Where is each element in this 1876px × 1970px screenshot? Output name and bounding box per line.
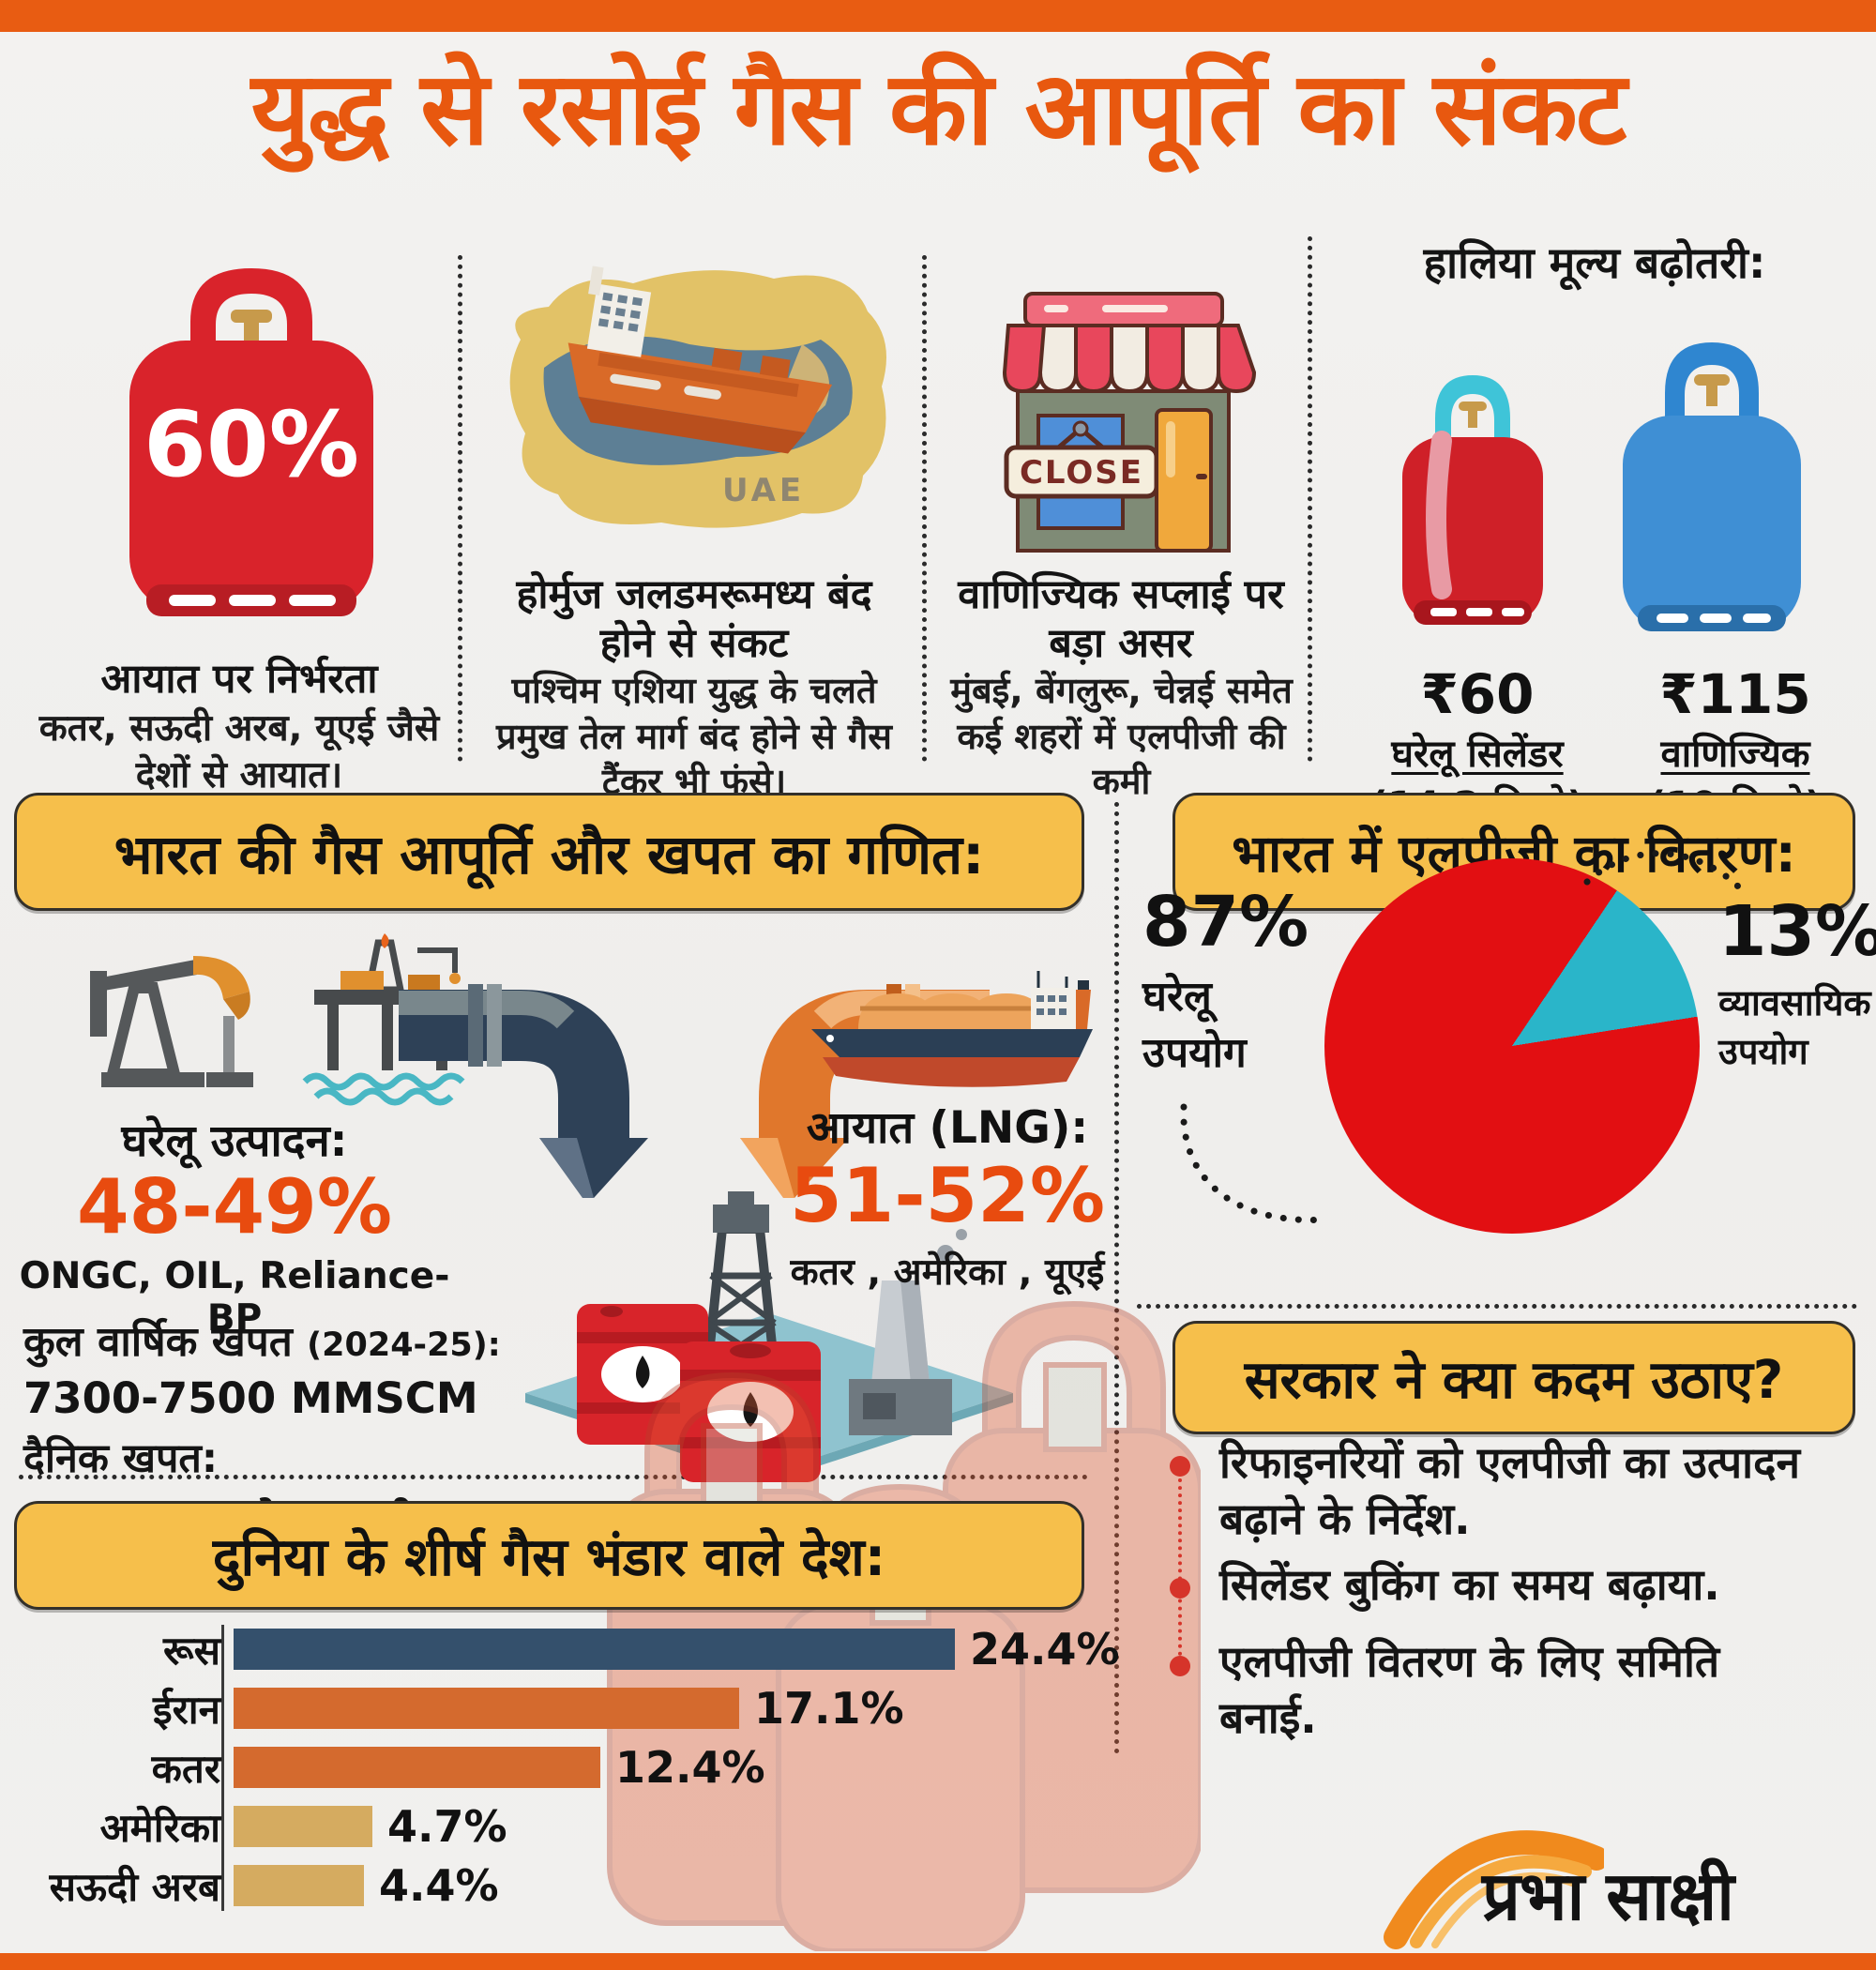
svg-text:CLOSE: CLOSE [1020,454,1143,492]
reserves-bar-chart: रूस 24.4% ईरान 17.1% कतर 12.4% अमेरिका 4… [28,1624,1120,1920]
bar-row-iran: ईरान 17.1% [28,1683,904,1734]
pie-commercial-value: 13% [1718,891,1876,972]
domestic-production-label: घरेलू उत्पादन: [121,1115,348,1167]
import-dependence-heading: आयात पर निर्भरता [100,656,378,703]
pie-domestic-label2: उपयोग [1142,1029,1247,1077]
bar-row-saudi: सऊदी अरब 4.4% [28,1860,499,1911]
bar-label: ईरान [153,1686,220,1733]
bar-value: 17.1% [754,1683,904,1734]
lpg-distribution-pie-chart [1324,858,1700,1234]
annual-consumption-value: 7300-7500 MMSCM [23,1373,478,1423]
domestic-price: ₹60 [1420,662,1535,726]
domestic-cylinder-icon [1393,364,1552,659]
bar-row-qatar: कतर 12.4% [28,1742,765,1793]
imports-value: 51-52% [789,1152,1105,1239]
bar-label: रूस [162,1627,220,1674]
import-dependence-desc: कतर, सऊदी अरब, यूएई जैसे देशों से आयात। [38,707,440,796]
pie-commercial-label2: उपयोग [1718,1031,1808,1072]
pie-domestic-value: 87% [1142,882,1309,962]
commercial-supply-heading: वाणिज्यिक सप्लाई पर बड़ा असर [958,571,1284,668]
pie-commercial-label1: व्यावसायिक [1718,982,1871,1023]
pie-commercial-label-block: 13% व्यावसायिक उपयोग [1718,891,1876,1075]
prabhasakshi-logo: प्रभा साक्षी [1379,1796,1857,1951]
page-title: युद्ध से रसोई गैस की आपूर्ति का संकट [250,51,1627,168]
svg-text:UAE: UAE [722,472,805,509]
price-hike-heading: हालिया मूल्य बढ़ोतरी: [1423,237,1766,288]
pie-connector-lines [1180,850,1748,1224]
lng-ship-icon [802,971,1102,1098]
refinery-icon [488,1191,1051,1482]
bar-chart-axis [221,1625,224,1911]
bar-row-america: अमेरिका 4.7% [28,1801,507,1852]
divider-vertical-2 [922,255,927,762]
divider-horizontal-right [1137,1304,1857,1309]
hormuz-heading: होर्मुज जलडमरूमध्य बंद होने से संकट [516,571,872,668]
imports-sources: कतर , अमेरिका , यूएई [790,1251,1105,1294]
daily-consumption-label: दैनिक खपत: [23,1435,219,1482]
hormuz-desc: पश्चिम एशिया युद्ध के चलते प्रमुख तेल मा… [496,670,892,803]
annual-consumption-label: कुल वार्षिक खपत [23,1318,293,1366]
government-bullet-connector [1178,1463,1182,1656]
pie-domestic-label-block: 87% घरेलू उपयोग [1142,882,1321,1079]
domestic-production-value: 48-49% [76,1163,392,1250]
commercial-cylinder-icon [1613,333,1810,661]
closed-shop-icon: CLOSE [990,286,1257,558]
supply-section-heading: भारत की गैस आपूर्ति और खपत का गणित: [14,793,1084,911]
pie-domestic-label1: घरेलू [1142,973,1212,1021]
reserves-section-heading: दुनिया के शीर्ष गैस भंडार वाले देश: [14,1501,1084,1610]
government-bullet-1: रिफाइनरियों को एलपीजी का उत्पादन बढ़ाने … [1219,1437,1801,1544]
bar-value: 24.4% [970,1624,1120,1674]
hormuz-ship-map-icon: UAE [492,255,896,565]
bar-value: 4.4% [379,1860,499,1911]
divider-vertical-3 [1308,236,1312,762]
top-accent-bar [0,0,1876,32]
pipeline-domestic-icon [399,971,699,1205]
bar-row-russia: रूस 24.4% [28,1624,1120,1674]
government-bullet-3: एलपीजी वितरण के लिए समिति बनाई. [1219,1636,1720,1743]
government-section-heading: सरकार ने क्या कदम उठाए? [1172,1321,1855,1434]
imports-label: आयात (LNG): [806,1102,1089,1154]
divider-horizontal-left [19,1475,1088,1479]
logo-swoosh-icon [1384,1830,1604,1949]
domestic-price-label: घरेलू सिलेंडर [1391,733,1564,776]
import-dependence-percent: 60% [144,392,359,497]
bullet-dot-3 [1170,1656,1190,1676]
commercial-price: ₹115 [1659,662,1811,726]
bar-value: 4.7% [387,1801,507,1852]
bullet-dot-2 [1170,1578,1190,1599]
bar-label: सऊदी अरब [49,1863,220,1910]
reserve-bar-fill [234,1747,600,1788]
reserve-bar-fill [234,1865,364,1906]
bullet-dot-1 [1170,1456,1190,1477]
commercial-supply-desc: मुंबई, बेंगलुरू, चेन्नई समेत कई शहरों मे… [950,670,1293,803]
domestic-production-companies: ONGC, OIL, Reliance-BP [19,1255,450,1340]
divider-vertical-middle [1114,802,1119,1754]
lpg-cylinder-60-icon: 60% [111,251,392,655]
divider-vertical-1 [458,255,462,762]
bar-value: 12.4% [615,1742,765,1793]
annual-consumption-years: (2024-25): [307,1326,501,1364]
government-bullet-2: सिलेंडर बुकिंग का समय बढ़ाया. [1219,1559,1720,1610]
reserve-bar-fill [234,1688,739,1729]
reserve-bar-fill [234,1806,372,1847]
commercial-price-label: वाणिज्यिक [1660,733,1810,776]
logo-text: प्रभा साक्षी [1482,1856,1734,1935]
bar-label: कतर [151,1745,220,1792]
reserve-bar-fill [234,1629,955,1670]
bar-label: अमेरिका [99,1804,220,1851]
pump-jack-icon [83,943,284,1102]
bottom-accent-bar [0,1953,1876,1970]
